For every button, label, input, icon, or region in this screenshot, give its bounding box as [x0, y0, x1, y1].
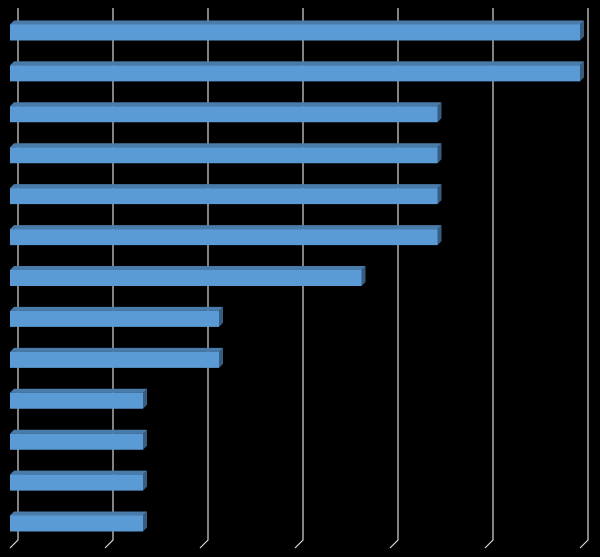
bar-side: [437, 184, 442, 205]
bar-top: [10, 429, 147, 434]
bar-top: [10, 511, 147, 516]
bar-front: [10, 188, 438, 205]
bar-side: [219, 347, 223, 368]
bar-top: [10, 306, 223, 311]
bar-side: [437, 225, 442, 246]
bar: [10, 511, 147, 532]
bar-side: [437, 102, 442, 123]
bar: [10, 61, 584, 82]
bar-side: [580, 61, 584, 82]
bar-top: [10, 20, 584, 25]
bar-front: [10, 310, 219, 327]
bar-front: [10, 433, 143, 450]
bar-side: [143, 388, 147, 409]
bar-side: [143, 511, 147, 532]
bar-side: [580, 20, 584, 41]
bar-front: [10, 147, 438, 164]
bar: [10, 306, 223, 327]
bar-side: [437, 143, 442, 164]
bar-front: [10, 106, 438, 123]
bar: [10, 429, 147, 450]
bar: [10, 184, 442, 205]
grid-line: [579, 8, 589, 549]
grid-line: [389, 8, 399, 549]
bar-front: [10, 65, 580, 82]
bar-top: [10, 470, 147, 475]
bar-front: [10, 229, 438, 246]
bar-top: [10, 61, 584, 66]
bar: [10, 347, 223, 368]
bar-side: [219, 306, 223, 327]
bar: [10, 470, 147, 491]
bar: [10, 102, 442, 123]
bar: [10, 225, 442, 246]
bar-top: [10, 347, 223, 352]
bar-top: [10, 388, 147, 393]
bar: [10, 20, 584, 41]
bar-side: [143, 429, 147, 450]
bar-side: [143, 470, 147, 491]
bar: [10, 266, 366, 286]
bar-front: [10, 351, 219, 368]
bar-front: [10, 515, 143, 532]
bar-top: [10, 184, 442, 189]
bar-front: [10, 474, 143, 491]
bar-top: [10, 143, 442, 148]
bar-top: [10, 102, 442, 107]
grid-line: [484, 8, 494, 549]
bar-front: [10, 270, 362, 286]
bar: [10, 143, 442, 164]
bar-top: [10, 266, 366, 270]
bar-front: [10, 392, 143, 409]
bar-side: [361, 266, 366, 286]
bar-front: [10, 24, 580, 41]
bar: [10, 388, 147, 409]
bar-top: [10, 225, 442, 230]
